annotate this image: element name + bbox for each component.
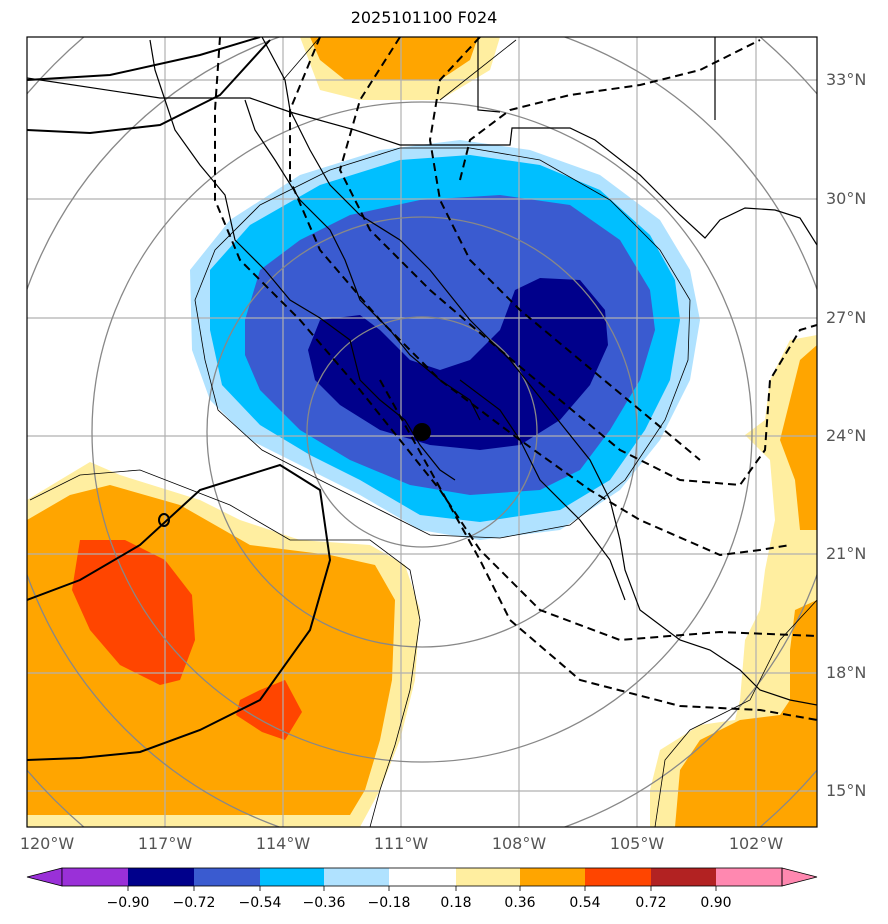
- lat-label-18: 18°N: [826, 663, 867, 682]
- positive-anomaly-north: [300, 37, 500, 100]
- colorbar-swatch-3: [194, 868, 260, 886]
- colorbar-swatch-11: [716, 868, 782, 886]
- dashed-contours: [214, 37, 817, 721]
- solid-contour-small: [158, 513, 170, 527]
- colorbar-label-9: 0.72: [635, 895, 667, 911]
- lat-label-21: 21°N: [826, 544, 867, 563]
- anomaly-fill-036-north: [310, 37, 478, 80]
- lat-label-27: 27°N: [826, 308, 867, 327]
- thin-contour-pos: [29, 469, 421, 827]
- lon-label-120: 120°W: [19, 834, 75, 853]
- colorbar-swatch-1: [62, 868, 128, 886]
- lon-label-108: 108°W: [491, 834, 547, 853]
- ring-2: [206, 216, 638, 648]
- colorbar-label-10: 0.90: [700, 895, 732, 911]
- colorbar-swatch-4: [260, 868, 324, 886]
- mainland-west-coast: [261, 37, 817, 706]
- colorbar-label-2: −0.72: [172, 895, 216, 911]
- anomaly-fill-036-east: [780, 345, 817, 530]
- solid-contours: [27, 37, 332, 761]
- colorbar-under-arrow: [26, 867, 63, 887]
- negative-anomaly-center: [190, 140, 700, 540]
- solid-contour-1: [27, 39, 271, 135]
- dashed-contour-4: [428, 37, 701, 461]
- colorbar-label-4: −0.36: [302, 895, 346, 911]
- positive-anomaly-east: [650, 335, 817, 827]
- lon-label-102: 102°W: [728, 834, 784, 853]
- anomaly-fill-036-se: [675, 600, 817, 827]
- mainland-coast-2: [459, 379, 626, 601]
- lat-label-30: 30°N: [826, 189, 867, 208]
- map-title: 2025101100 F024: [350, 8, 498, 27]
- lon-label-114: 114°W: [255, 834, 311, 853]
- colorbar-over-arrow: [781, 867, 818, 887]
- colorbar-label-1: −0.90: [106, 895, 150, 911]
- solid-contour-3: [27, 463, 332, 761]
- anomaly-fill-018-east: [650, 335, 817, 827]
- lon-label-105: 105°W: [609, 834, 665, 853]
- colorbar-label-6: 0.18: [440, 895, 472, 911]
- ring-1: [306, 316, 538, 548]
- lat-label-24: 24°N: [826, 426, 867, 445]
- colorbar: [26, 867, 818, 891]
- colorbar-frame: [61, 867, 783, 887]
- center-marker: [413, 423, 431, 441]
- lat-label-15: 15°N: [826, 781, 867, 800]
- dashed-contour-5: [459, 39, 761, 181]
- colorbar-swatch-9: [585, 868, 651, 886]
- dashed-contour-3: [338, 37, 817, 487]
- thin-contour-neg: [194, 147, 691, 539]
- colorbar-label-8: 0.54: [569, 895, 601, 911]
- colorbar-swatch-2: [128, 868, 194, 886]
- dashed-contour-1: [214, 37, 817, 642]
- lon-label-111: 111°W: [373, 834, 429, 853]
- map-frame: [26, 36, 818, 828]
- thin-contour-east: [654, 599, 817, 827]
- anomaly-fill-054b: [236, 680, 302, 740]
- colorbar-label-5: −0.18: [367, 895, 411, 911]
- border-north: [477, 37, 501, 113]
- colorbar-swatch-6: [389, 868, 456, 886]
- colorbar-swatch-7: [456, 868, 520, 886]
- dashed-contour-2: [289, 37, 791, 557]
- colorbar-swatch-10: [651, 868, 716, 886]
- lat-label-33: 33°N: [826, 70, 867, 89]
- thin-contour-north: [282, 37, 321, 81]
- us-border: [27, 77, 817, 246]
- colorbar-swatch-5: [324, 868, 389, 886]
- anomaly-fill-054: [72, 540, 195, 685]
- ring-3: [91, 101, 753, 763]
- dashed-contour-6: [379, 379, 817, 721]
- colorbar-label-7: 0.36: [504, 895, 536, 911]
- anomaly-fill-neg072: [308, 278, 608, 450]
- colorbar-ticks: [127, 886, 717, 891]
- colorbar-swatch-8: [520, 868, 585, 886]
- lon-label-117: 117°W: [137, 834, 193, 853]
- solid-contour-2: [27, 37, 261, 81]
- colorbar-label-3: −0.54: [238, 895, 282, 911]
